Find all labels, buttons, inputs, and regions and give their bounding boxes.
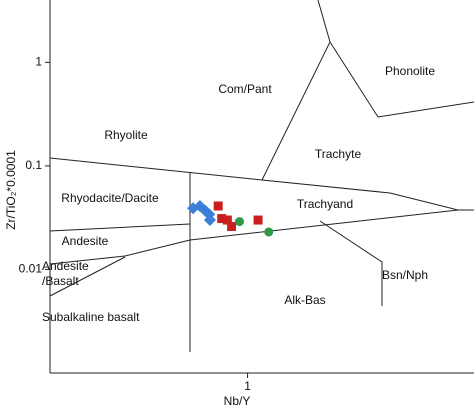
field-label-line: Alk-Bas (284, 293, 325, 307)
field-label: Trachyte (315, 147, 362, 161)
field-label-line: Com/Pant (218, 82, 272, 96)
field-label: Trachyand (297, 197, 353, 211)
point (217, 214, 227, 224)
field-label: Phonolite (385, 64, 435, 78)
field-label-line: Andesite (62, 234, 109, 248)
point (253, 215, 263, 225)
field-boundaries (49, 0, 474, 352)
boundary (49, 223, 191, 232)
point (222, 215, 232, 225)
field-label: Subalkaline basalt (42, 310, 140, 324)
field-label: Andesite (62, 234, 109, 248)
x-axis-label: Nb/Y (224, 394, 251, 408)
point (234, 217, 244, 227)
boundary (261, 179, 474, 211)
field-label: Rhyolite (104, 128, 148, 142)
boundary (49, 157, 263, 181)
field-label-line: Rhyodacite/Dacite (61, 191, 159, 205)
field-label-line: Subalkaline basalt (42, 310, 140, 324)
field-label: Com/Pant (218, 82, 272, 96)
field-label: Rhyodacite/Dacite (61, 191, 159, 205)
y-tick-label: 1 (35, 55, 42, 69)
field-label: Bsn/Nph (382, 268, 428, 282)
field-label-line: Andesite (42, 259, 89, 273)
point (213, 201, 223, 211)
y-axis-label: Zr/TiO₂*0.0001 (4, 150, 18, 230)
field-label-line: Trachyte (315, 147, 362, 161)
boundary (329, 41, 474, 118)
boundary (49, 256, 126, 297)
field-label-line: Bsn/Nph (382, 268, 428, 282)
boundary (319, 220, 383, 306)
point (264, 227, 274, 237)
field-label: Alk-Bas (284, 293, 325, 307)
field-label: Andesite/Basalt (42, 259, 89, 288)
y-tick-label: 0.01 (19, 262, 43, 276)
point (227, 221, 237, 231)
y-tick-label: 0.1 (25, 158, 42, 172)
field-label-line: Rhyolite (104, 128, 148, 142)
field-label-line: Trachyand (297, 197, 353, 211)
field-label-line: /Basalt (42, 274, 79, 288)
x-tick-label: 1 (244, 379, 251, 393)
boundary (49, 209, 459, 265)
field-label-line: Phonolite (385, 64, 435, 78)
point (203, 214, 216, 227)
